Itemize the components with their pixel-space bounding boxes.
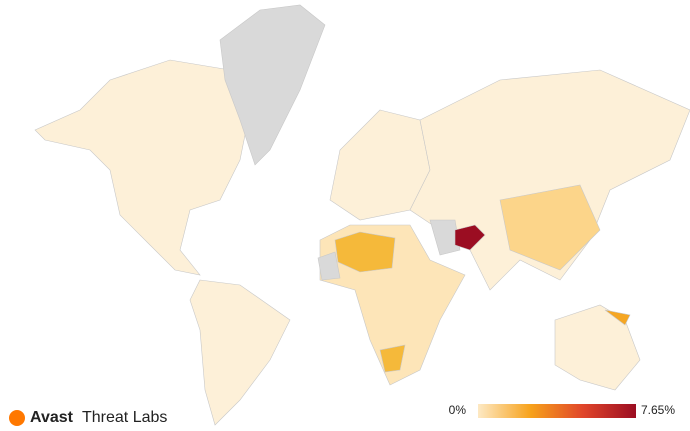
legend-min-label: 0% (449, 403, 467, 417)
world-map (34, 4, 690, 426)
east-asia (499, 184, 601, 271)
iran (429, 219, 461, 256)
australia (554, 304, 641, 391)
brand-name: Avast (30, 409, 74, 426)
brand: Avast Threat Labs (9, 409, 167, 426)
brand-product: Threat Labs (82, 409, 167, 426)
legend-gradient (478, 404, 636, 418)
north-america (34, 59, 251, 276)
greenland (219, 4, 326, 166)
north-africa (334, 231, 396, 273)
southern-africa (379, 344, 406, 373)
legend-max-label: 7.65% (641, 403, 675, 417)
brand-icon (9, 410, 25, 426)
south-america (189, 279, 291, 426)
papua-new-guinea (604, 309, 631, 326)
west-africa-gray (317, 251, 341, 281)
legend: 0% 7.65% (449, 403, 675, 418)
afghanistan (454, 224, 486, 251)
